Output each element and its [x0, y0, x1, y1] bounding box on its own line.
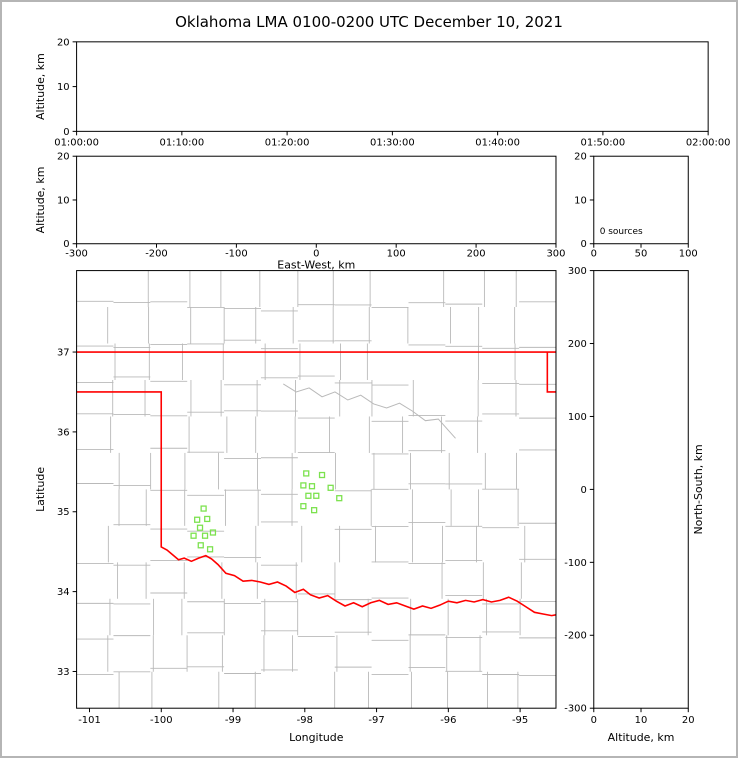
y-tick-label: 0 — [63, 239, 69, 250]
x-tick-label: 01:50:00 — [581, 137, 626, 148]
source-point — [327, 484, 334, 491]
county-lines — [76, 270, 556, 709]
x-tick-label: 0 — [591, 249, 597, 260]
y-tick-label: 0 — [580, 239, 586, 250]
source-point — [200, 505, 207, 512]
x-tick-label: 01:00:00 — [54, 137, 99, 148]
y-tick-label: 33 — [57, 667, 70, 678]
y-tick-label: -100 — [564, 558, 587, 569]
source-point — [209, 529, 217, 536]
panel-alt-histogram: 0 50 100 0 10 20 0 sources — [574, 152, 698, 260]
source-point — [318, 471, 326, 479]
x-tick-label: 01:40:00 — [475, 137, 520, 148]
y-tick-label: 0 — [580, 485, 586, 496]
source-point — [201, 532, 209, 539]
x-tick-label: 200 — [467, 249, 486, 260]
source-point — [305, 492, 312, 499]
x-tick-label: -100 — [150, 715, 173, 726]
y-tick-label: 200 — [568, 339, 587, 350]
panel-frame — [76, 41, 709, 132]
x-tick-label: -100 — [225, 249, 248, 260]
sources-count-annotation: 0 sources — [600, 227, 643, 237]
panel-frame — [593, 270, 689, 709]
y-tick-label: 10 — [57, 82, 70, 93]
source-point — [308, 483, 316, 490]
source-point — [196, 524, 204, 531]
x-tick-label: 100 — [387, 249, 406, 260]
x-tick-label: 100 — [679, 249, 698, 260]
y-axis-label: North-South, km — [692, 444, 705, 534]
panel-ew-height: -300 -200 -100 0 100 200 300 0 10 20 East-West, km… — [34, 152, 566, 272]
source-point — [303, 470, 310, 477]
x-tick-label: 02:00:00 — [686, 137, 731, 148]
y-tick-label: -200 — [564, 631, 587, 642]
y-tick-label: 0 — [63, 127, 69, 138]
y-tick-label: 20 — [57, 152, 70, 163]
y-tick-label: 10 — [574, 195, 587, 206]
x-tick-label: 01:10:00 — [160, 137, 205, 148]
x-tick-label: -101 — [78, 715, 101, 726]
source-point — [197, 542, 204, 549]
source-point — [194, 516, 201, 523]
panel-time-height: 01:00:00 01:10:00 01:20:00 01:30:00 01:40:00… — [34, 37, 731, 148]
x-tick-label: -96 — [440, 715, 456, 726]
y-tick-label: 20 — [57, 37, 70, 48]
x-axis-label: East-West, km — [277, 259, 355, 272]
y-axis-label: Altitude, km — [34, 53, 47, 120]
x-tick-label: 10 — [635, 715, 648, 726]
y-tick-label: 100 — [568, 412, 587, 423]
x-tick-label: -300 — [65, 249, 88, 260]
source-point — [311, 507, 318, 514]
panel-frame — [76, 270, 557, 709]
y-axis-label: Altitude, km — [34, 167, 47, 234]
y-tick-label: 36 — [57, 427, 70, 438]
y-tick-label: 34 — [57, 587, 70, 598]
x-tick-label: -200 — [145, 249, 168, 260]
y-tick-label: -300 — [564, 704, 587, 715]
source-point — [336, 495, 343, 502]
state-border — [546, 352, 556, 393]
x-tick-label: 01:30:00 — [370, 137, 415, 148]
x-tick-label: -95 — [512, 715, 528, 726]
x-tick-label: 300 — [546, 249, 565, 260]
source-point — [300, 503, 307, 510]
x-tick-label: 0 — [313, 249, 319, 260]
panel-ns-height: 0 10 20 300 200 100 0 -100 -200 -300 Altitude, km N… — [564, 266, 705, 744]
x-axis-label: Longitude — [289, 731, 344, 744]
x-tick-label: -99 — [225, 715, 241, 726]
map-content — [76, 270, 556, 709]
source-point — [300, 482, 307, 489]
source-point — [313, 492, 320, 499]
x-tick-label: 0 — [591, 715, 597, 726]
y-axis-label: Latitude — [34, 467, 47, 512]
state-border — [76, 391, 556, 617]
source-point — [206, 546, 214, 553]
x-tick-label: -98 — [297, 715, 313, 726]
x-tick-label: 20 — [682, 715, 695, 726]
x-tick-label: -97 — [368, 715, 384, 726]
panel-plan-view: -101 -100 -99 -98 -97 -96 -95 33 34 35 36 37 Longitu… — [34, 270, 557, 744]
figure-title: Oklahoma LMA 0100-0200 UTC December 10, … — [175, 13, 563, 31]
y-tick-label: 300 — [568, 266, 587, 277]
river-line — [283, 383, 456, 439]
source-point — [190, 532, 197, 539]
x-axis-label: Altitude, km — [608, 731, 675, 744]
lightning-sources — [190, 470, 343, 553]
y-tick-label: 10 — [57, 195, 70, 206]
y-tick-label: 35 — [57, 507, 70, 518]
y-tick-label: 20 — [574, 152, 587, 163]
source-point — [204, 515, 211, 523]
x-tick-label: 01:20:00 — [265, 137, 310, 148]
panel-frame — [76, 155, 557, 245]
x-tick-label: 50 — [635, 249, 648, 260]
y-tick-label: 37 — [57, 348, 70, 359]
